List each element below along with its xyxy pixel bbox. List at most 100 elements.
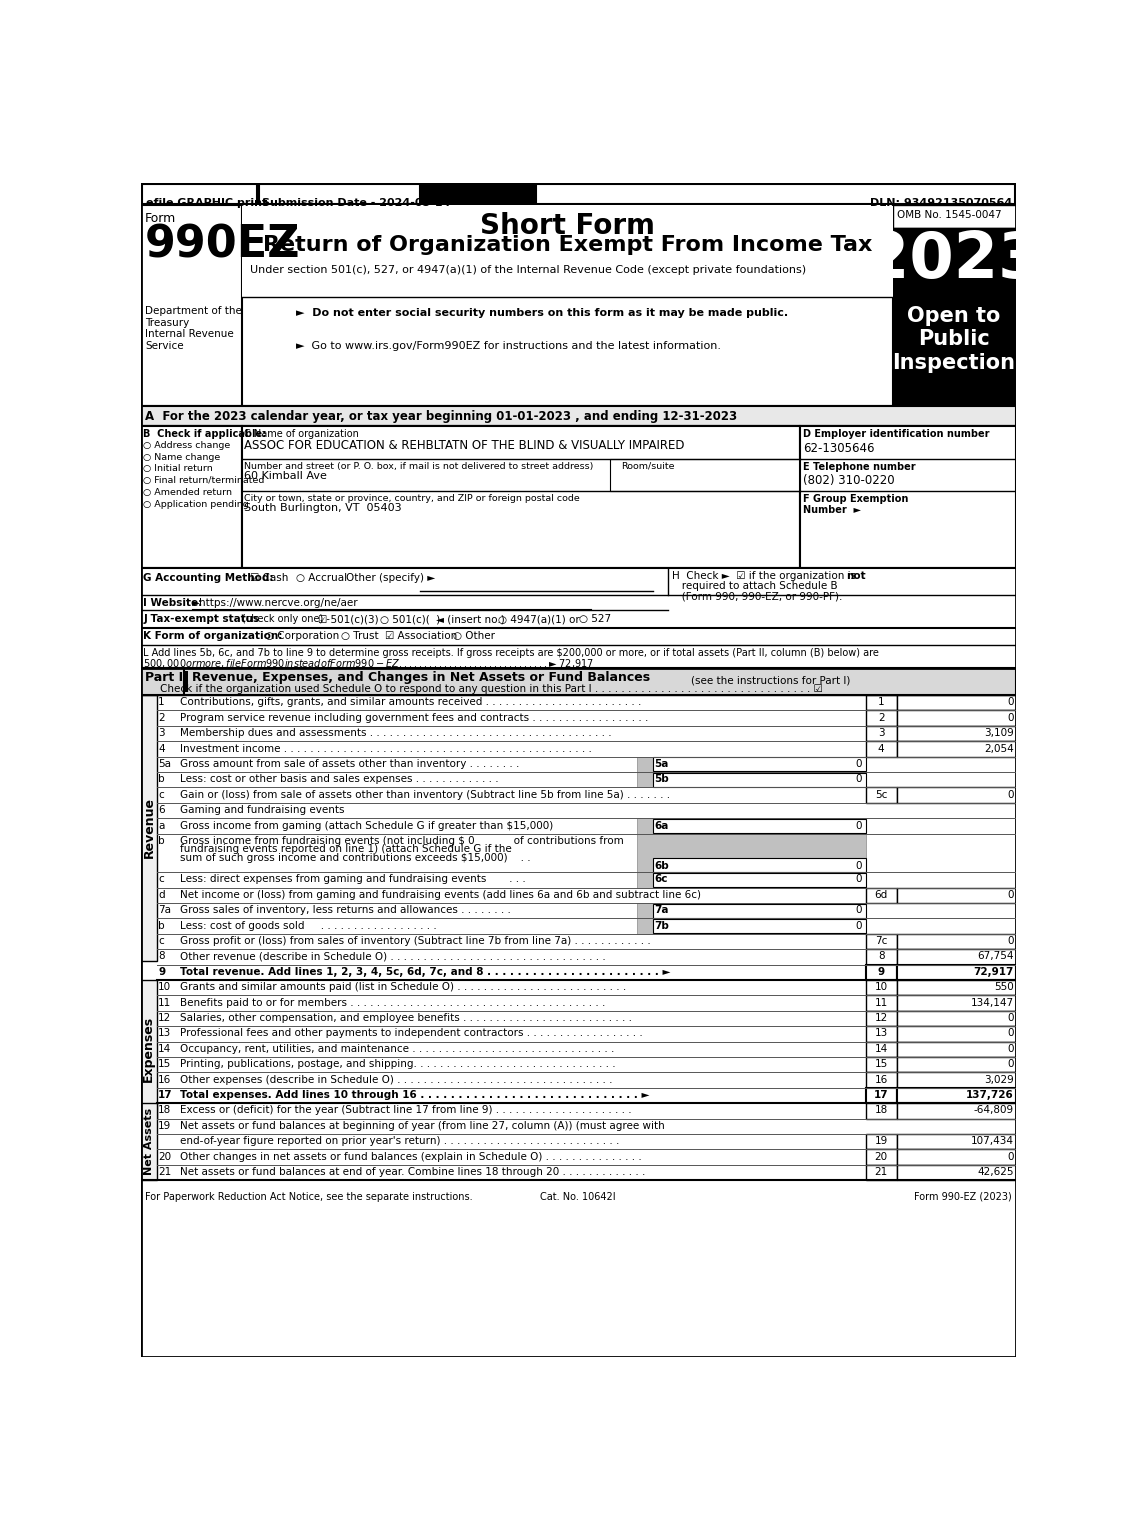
Text: Printing, publications, postage, and shipping. . . . . . . . . . . . . . . . . .: Printing, publications, postage, and shi…: [180, 1060, 615, 1069]
Text: c: c: [158, 874, 164, 884]
Bar: [866, 1087, 896, 1103]
Bar: [653, 872, 866, 886]
Text: 137,726: 137,726: [966, 1090, 1014, 1100]
Bar: [893, 227, 1016, 297]
Bar: [866, 1011, 896, 1026]
Bar: [866, 1072, 896, 1087]
Text: Number and street (or P. O. box, if mail is not delivered to street address): Number and street (or P. O. box, if mail…: [244, 462, 594, 471]
Bar: [896, 695, 1016, 711]
Text: Membership dues and assessments . . . . . . . . . . . . . . . . . . . . . . . . : Membership dues and assessments . . . . …: [180, 727, 612, 738]
Text: ASSOC FOR EDUCATION & REHBLTATN OF THE BLIND & VISUALLY IMPAIRED: ASSOC FOR EDUCATION & REHBLTATN OF THE B…: [244, 439, 684, 451]
Text: E Telephone number: E Telephone number: [803, 462, 916, 471]
Bar: [637, 918, 866, 933]
Text: -64,809: -64,809: [973, 1106, 1014, 1115]
Bar: [141, 204, 1016, 406]
Text: 0: 0: [856, 874, 861, 884]
Text: 8: 8: [878, 952, 884, 961]
Text: (see the instructions for Part I): (see the instructions for Part I): [691, 676, 851, 686]
Bar: [141, 183, 1016, 204]
Bar: [866, 996, 896, 1011]
Text: 16: 16: [875, 1075, 887, 1084]
Text: ○ 501(c)(  ): ○ 501(c)( ): [379, 615, 440, 624]
Bar: [637, 903, 866, 918]
Text: Gross profit or (loss) from sales of inventory (Subtract line 7b from line 7a) .: Gross profit or (loss) from sales of inv…: [180, 936, 650, 946]
Text: South Burlington, VT  05403: South Burlington, VT 05403: [244, 503, 402, 514]
Text: c: c: [158, 936, 164, 946]
Bar: [866, 1150, 896, 1165]
Text: ►  Go to www.irs.gov/Form990EZ for instructions and the latest information.: ► Go to www.irs.gov/Form990EZ for instru…: [296, 342, 721, 351]
Text: Department of the
Treasury
Internal Revenue
Service: Department of the Treasury Internal Reve…: [145, 307, 242, 351]
Text: Other (specify) ►: Other (specify) ►: [347, 572, 436, 583]
Bar: [653, 819, 866, 833]
Text: b: b: [158, 775, 165, 784]
Bar: [653, 758, 866, 772]
Text: Less: cost of goods sold     . . . . . . . . . . . . . . . . . .: Less: cost of goods sold . . . . . . . .…: [180, 921, 437, 930]
Text: 20: 20: [158, 1151, 172, 1162]
Text: 14: 14: [875, 1043, 887, 1054]
Text: 19: 19: [875, 1136, 887, 1147]
Bar: [866, 1026, 896, 1042]
Text: Grants and similar amounts paid (list in Schedule O) . . . . . . . . . . . . . .: Grants and similar amounts paid (list in…: [180, 982, 627, 993]
Text: ☑ 501(c)(3): ☑ 501(c)(3): [318, 615, 378, 624]
Text: Professional fees and other payments to independent contractors . . . . . . . . : Professional fees and other payments to …: [180, 1028, 642, 1039]
Text: 0: 0: [1007, 1013, 1014, 1023]
Text: 5c: 5c: [875, 790, 887, 799]
Text: efile GRAPHIC print: efile GRAPHIC print: [146, 198, 268, 209]
Bar: [141, 406, 1016, 425]
Text: J Tax-exempt status: J Tax-exempt status: [143, 615, 260, 624]
Text: ○ Initial return: ○ Initial return: [143, 464, 213, 473]
Text: ○ Address change: ○ Address change: [143, 441, 230, 450]
Text: end-of-year figure reported on prior year's return) . . . . . . . . . . . . . . : end-of-year figure reported on prior yea…: [180, 1136, 619, 1147]
Bar: [866, 933, 896, 949]
Text: Other expenses (describe in Schedule O) . . . . . . . . . . . . . . . . . . . . : Other expenses (describe in Schedule O) …: [180, 1075, 612, 1084]
Text: 3: 3: [158, 727, 165, 738]
Text: G Accounting Method:: G Accounting Method:: [143, 572, 274, 583]
Text: 6c: 6c: [654, 874, 667, 884]
Bar: [637, 772, 866, 787]
Bar: [896, 949, 1016, 964]
Text: DLN: 93492135070564: DLN: 93492135070564: [870, 198, 1013, 209]
Text: Open to
Public
Inspection: Open to Public Inspection: [893, 307, 1016, 372]
Bar: [896, 1103, 1016, 1118]
Text: Less: direct expenses from gaming and fundraising events       . . .: Less: direct expenses from gaming and fu…: [180, 874, 526, 884]
Text: 5a: 5a: [654, 759, 668, 769]
Text: 8: 8: [158, 952, 165, 961]
Bar: [893, 204, 1016, 406]
Bar: [637, 819, 866, 834]
Text: ☑ Association: ☑ Association: [385, 631, 457, 640]
Bar: [896, 726, 1016, 741]
Bar: [896, 787, 1016, 802]
Text: Excess or (deficit) for the year (Subtract line 17 from line 9) . . . . . . . . : Excess or (deficit) for the year (Subtra…: [180, 1106, 631, 1115]
Text: ►https://www.nercve.org/ne/aer: ►https://www.nercve.org/ne/aer: [192, 598, 358, 608]
Bar: [799, 425, 1016, 567]
Bar: [896, 711, 1016, 726]
Text: 10: 10: [158, 982, 172, 993]
Text: 16: 16: [158, 1075, 172, 1084]
Text: OMB No. 1545-0047: OMB No. 1545-0047: [896, 210, 1001, 220]
Text: 4: 4: [878, 744, 884, 753]
Text: Check if the organization used Schedule O to respond to any question in this Par: Check if the organization used Schedule …: [160, 683, 823, 694]
Text: 990EZ: 990EZ: [145, 223, 300, 265]
Bar: [896, 1165, 1016, 1180]
Bar: [866, 711, 896, 726]
Bar: [896, 741, 1016, 756]
Bar: [866, 949, 896, 964]
Text: Program service revenue including government fees and contracts . . . . . . . . : Program service revenue including govern…: [180, 712, 648, 723]
Text: 14: 14: [158, 1043, 172, 1054]
Text: ○ Application pending: ○ Application pending: [143, 500, 250, 509]
Text: 0: 0: [856, 775, 861, 784]
Bar: [896, 981, 1016, 996]
Text: 60 Kimball Ave: 60 Kimball Ave: [244, 471, 327, 480]
Text: 2023: 2023: [865, 229, 1043, 291]
Text: ○ Accrual: ○ Accrual: [296, 572, 348, 583]
Bar: [141, 425, 242, 567]
Text: L Add lines 5b, 6c, and 7b to line 9 to determine gross receipts. If gross recei: L Add lines 5b, 6c, and 7b to line 9 to …: [143, 648, 879, 659]
Bar: [893, 297, 1016, 406]
Text: 0: 0: [856, 820, 861, 831]
Text: 2: 2: [158, 712, 165, 723]
Text: ○ Name change: ○ Name change: [143, 453, 220, 462]
Bar: [653, 920, 866, 933]
Bar: [866, 726, 896, 741]
Bar: [142, 185, 256, 204]
Bar: [637, 872, 866, 888]
